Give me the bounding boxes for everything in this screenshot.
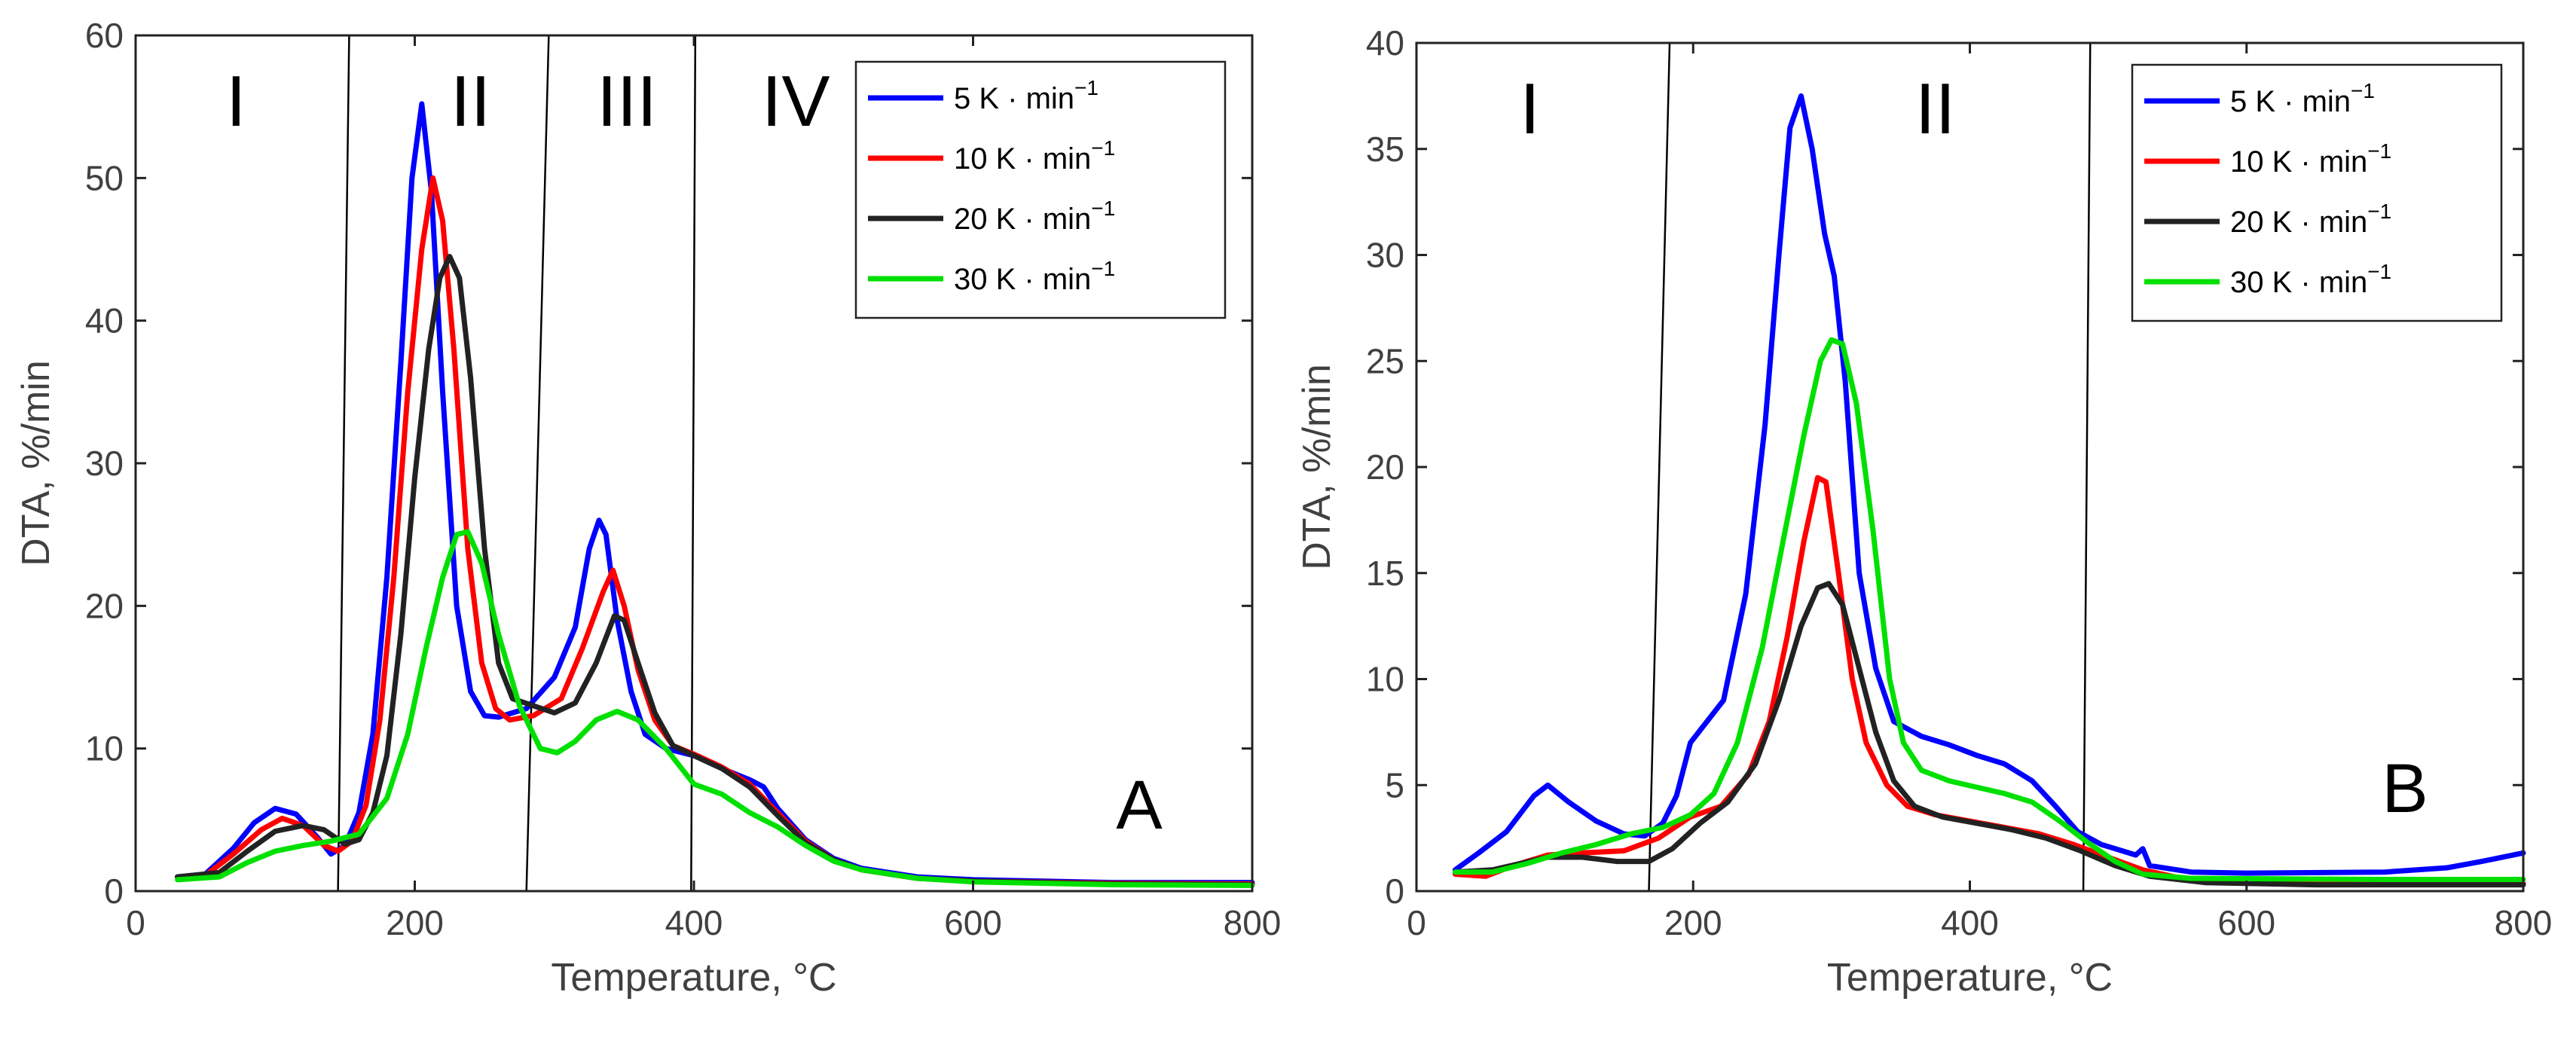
region-label: I: [1520, 69, 1540, 149]
series-line: [175, 254, 1255, 887]
x-tick-label: 200: [386, 903, 444, 942]
x-axis-title: Temperature, °C: [551, 956, 836, 1000]
series-line: [175, 529, 1255, 888]
legend-label-text: 20 K · min: [2230, 206, 2367, 239]
legend-label-text: 30 K · min: [954, 263, 1091, 296]
region-boundary-line: [2082, 42, 2092, 892]
legend: 5 K · min−110 K · min−120 K · min−130 K …: [2131, 63, 2503, 322]
series-line: [1452, 581, 2526, 888]
legend-label-text: 10 K · min: [2230, 145, 2367, 179]
legend-label: 20 K · min−1: [954, 197, 1115, 236]
legend-label: 20 K · min−1: [2230, 200, 2391, 239]
region-boundary-line: [1648, 42, 1671, 892]
legend-box: [2131, 63, 2503, 322]
y-tick-label: 5: [1385, 765, 1404, 804]
legend-label: 10 K · min−1: [2230, 139, 2391, 179]
legend-label: 5 K · min−1: [954, 76, 1099, 115]
region-label: II: [1915, 69, 1955, 149]
legend-label-text: 30 K · min: [2230, 266, 2367, 299]
region-label: IV: [762, 61, 830, 142]
y-tick-label: 10: [85, 729, 124, 768]
x-axis-title: Temperature, °C: [1827, 956, 2113, 1000]
region-boundary-line: [690, 35, 697, 892]
y-tick-label: 0: [1385, 872, 1404, 911]
y-tick-label: 60: [85, 16, 124, 55]
y-tick-label: 40: [85, 301, 124, 340]
y-tick-label: 10: [1366, 660, 1404, 699]
series-line: [175, 101, 1255, 886]
series-line: [1452, 337, 2526, 882]
legend-label-exponent: −1: [2351, 79, 2375, 102]
legend-label-exponent: −1: [1074, 76, 1099, 99]
x-tick-label: 200: [1664, 903, 1722, 942]
x-tick-label: 0: [126, 903, 145, 942]
y-tick-label: 15: [1366, 554, 1404, 593]
x-tick-label: 0: [1407, 903, 1426, 942]
x-tick-label: 600: [944, 903, 1002, 942]
legend-label: 30 K · min−1: [954, 257, 1115, 296]
legend-label-exponent: −1: [1091, 197, 1115, 220]
region-boundary-line: [337, 35, 350, 892]
legend-label: 5 K · min−1: [2230, 79, 2375, 118]
y-tick-label: 30: [1366, 236, 1404, 275]
legend-label-text: 5 K · min: [2230, 85, 2351, 118]
region-label: III: [597, 61, 657, 142]
y-tick-label: 20: [85, 586, 124, 625]
x-tick-label: 600: [2217, 903, 2275, 942]
panel-letter: B: [2382, 750, 2428, 827]
legend-label-exponent: −1: [2367, 139, 2391, 163]
y-tick-label: 50: [85, 158, 124, 197]
x-tick-label: 800: [1224, 903, 1282, 942]
y-tick-label: 40: [1366, 23, 1404, 63]
panel-letter: A: [1116, 767, 1163, 844]
x-tick-label: 800: [2495, 903, 2553, 942]
y-tick-label: 35: [1366, 130, 1404, 169]
legend-label-exponent: −1: [1091, 257, 1115, 280]
legend-label-exponent: −1: [2367, 260, 2391, 283]
y-axis-title: DTA, %/min: [1295, 364, 1339, 570]
legend-label: 10 K · min−1: [954, 136, 1115, 176]
legend: 5 K · min−110 K · min−120 K · min−130 K …: [854, 60, 1227, 319]
legend-label-exponent: −1: [1091, 136, 1115, 160]
region-label: II: [451, 61, 490, 142]
series-line: [1452, 475, 2526, 887]
x-tick-label: 400: [665, 903, 723, 942]
legend-label: 30 K · min−1: [2230, 260, 2391, 299]
legend-label-text: 5 K · min: [954, 82, 1074, 115]
y-tick-label: 30: [85, 444, 124, 483]
y-tick-label: 0: [104, 872, 124, 911]
legend-label-exponent: −1: [2367, 200, 2391, 223]
x-tick-label: 400: [1941, 903, 1999, 942]
legend-box: [854, 60, 1227, 319]
region-boundary-line: [525, 35, 550, 892]
panel-b: IIIIII02004006008000510152025303540Tempe…: [1295, 23, 2552, 1000]
y-tick-label: 25: [1366, 341, 1404, 380]
panel-a: I II III IV0 200 400 600 8000102030405060Temper…: [14, 16, 1281, 1000]
region-label: I: [226, 61, 246, 142]
y-axis-title: DTA, %/min: [14, 360, 58, 566]
legend-label-text: 20 K · min: [954, 203, 1091, 236]
legend-label-text: 10 K · min: [954, 142, 1091, 176]
y-tick-label: 20: [1366, 447, 1404, 487]
